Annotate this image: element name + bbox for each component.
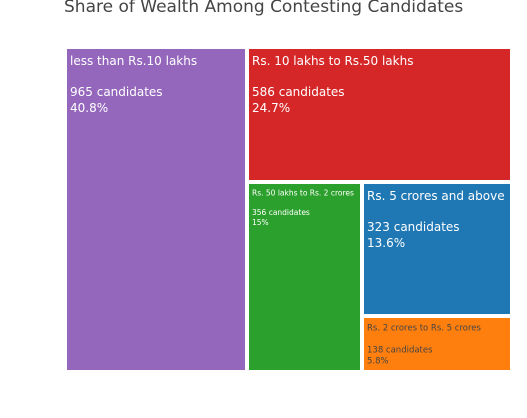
tile-count-50-lakhs-to-2-crores: 356 candidates <box>252 208 310 217</box>
chart-title-text: Share of Wealth Among Contesting Candida… <box>64 0 464 17</box>
tile-count-5-crores-and-above: 323 candidates <box>367 220 460 234</box>
tile-count-10-to-50-lakhs: 586 candidates <box>252 85 345 99</box>
tile-less-than-10-lakhs[interactable]: less than Rs.10 lakhs 965 candidates 40.8% <box>67 49 245 370</box>
tile-rect-less-than-10-lakhs[interactable] <box>67 49 245 370</box>
tile-label-10-to-50-lakhs: Rs. 10 lakhs to Rs.50 lakhs <box>252 54 413 68</box>
tile-percent-less-than-10-lakhs: 40.8% <box>70 101 108 115</box>
tile-5-crores-and-above[interactable]: Rs. 5 crores and above 323 candidates 13.6… <box>364 184 510 314</box>
tile-rect-10-to-50-lakhs[interactable] <box>249 49 510 180</box>
tile-count-less-than-10-lakhs: 965 candidates <box>70 85 163 99</box>
tile-rect-2-to-5-crores[interactable] <box>364 318 510 370</box>
tile-10-to-50-lakhs[interactable]: Rs. 10 lakhs to Rs.50 lakhs 586 candidate… <box>249 49 510 180</box>
tile-label-2-to-5-crores: Rs. 2 crores to Rs. 5 crores <box>367 324 481 334</box>
tile-50-lakhs-to-2-crores[interactable]: Rs. 50 lakhs to Rs. 2 crores 356 candidat… <box>249 184 360 370</box>
tile-2-to-5-crores[interactable]: Rs. 2 crores to Rs. 5 crores 138 candidat… <box>364 318 510 370</box>
tile-label-less-than-10-lakhs: less than Rs.10 lakhs <box>70 54 197 68</box>
tile-percent-5-crores-and-above: 13.6% <box>367 236 405 250</box>
tile-percent-2-to-5-crores: 5.8% <box>367 357 389 367</box>
tile-count-2-to-5-crores: 138 candidates <box>367 346 433 356</box>
tile-percent-10-to-50-lakhs: 24.7% <box>252 101 290 115</box>
chart-title: Share of Wealth Among Contesting Candida… <box>0 0 527 20</box>
tile-label-50-lakhs-to-2-crores: Rs. 50 lakhs to Rs. 2 crores <box>252 189 354 198</box>
tile-percent-50-lakhs-to-2-crores: 15% <box>252 218 269 227</box>
tile-rect-50-lakhs-to-2-crores[interactable] <box>249 184 360 370</box>
tile-rect-5-crores-and-above[interactable] <box>364 184 510 314</box>
tile-label-5-crores-and-above: Rs. 5 crores and above <box>367 189 505 203</box>
